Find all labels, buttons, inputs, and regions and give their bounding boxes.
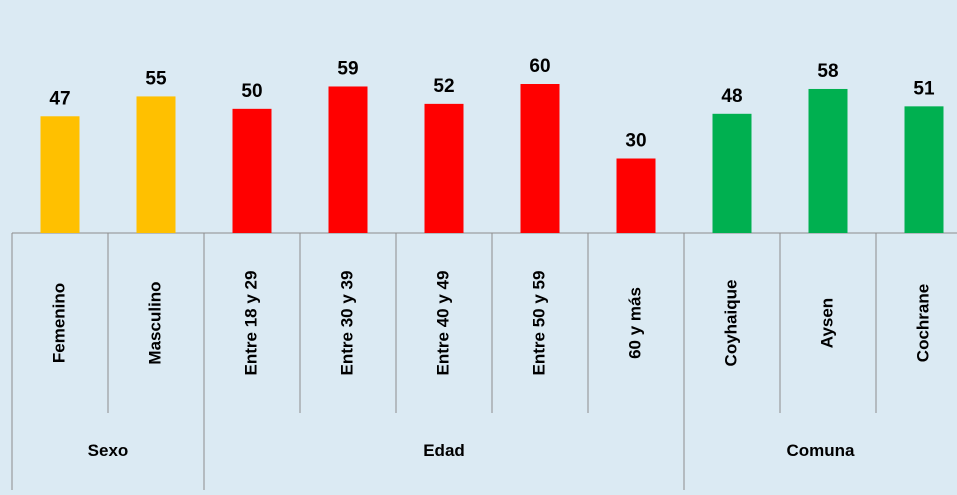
- data-label: 50: [241, 81, 262, 102]
- x-tick-label: Entre 40 y 49: [433, 271, 452, 376]
- data-label: 30: [625, 131, 646, 152]
- x-tick-label: Masculino: [145, 281, 164, 364]
- bar: [424, 103, 464, 233]
- x-tick-label: Femenino: [49, 283, 68, 363]
- x-tick-label: Cochrane: [913, 284, 932, 362]
- data-label: 58: [817, 61, 838, 82]
- data-label: 52: [433, 76, 454, 97]
- x-tick-label: Coyhaique: [721, 280, 740, 367]
- x-tick-label: Entre 50 y 59: [529, 271, 548, 376]
- data-label: 51: [913, 78, 935, 99]
- bar: [520, 84, 560, 233]
- bar: [904, 106, 944, 233]
- bar: [328, 86, 368, 233]
- data-label: 60: [529, 56, 550, 77]
- bar: [616, 158, 656, 233]
- data-label: 59: [337, 58, 358, 79]
- bar: [808, 88, 848, 233]
- group-label: Sexo: [88, 441, 129, 460]
- x-tick-label: Entre 30 y 39: [337, 271, 356, 376]
- x-tick-label: 60 y más: [625, 287, 644, 359]
- data-label: 48: [721, 86, 742, 107]
- data-label: 47: [49, 88, 70, 109]
- x-tick-label: Aysen: [817, 298, 836, 348]
- x-tick-label: Entre 18 y 29: [241, 271, 260, 376]
- data-label: 55: [145, 68, 167, 89]
- bar: [136, 96, 176, 234]
- bar: [232, 108, 272, 233]
- group-label: Edad: [423, 441, 465, 460]
- bar: [712, 113, 752, 233]
- bar: [40, 116, 80, 233]
- group-label: Comuna: [787, 441, 856, 460]
